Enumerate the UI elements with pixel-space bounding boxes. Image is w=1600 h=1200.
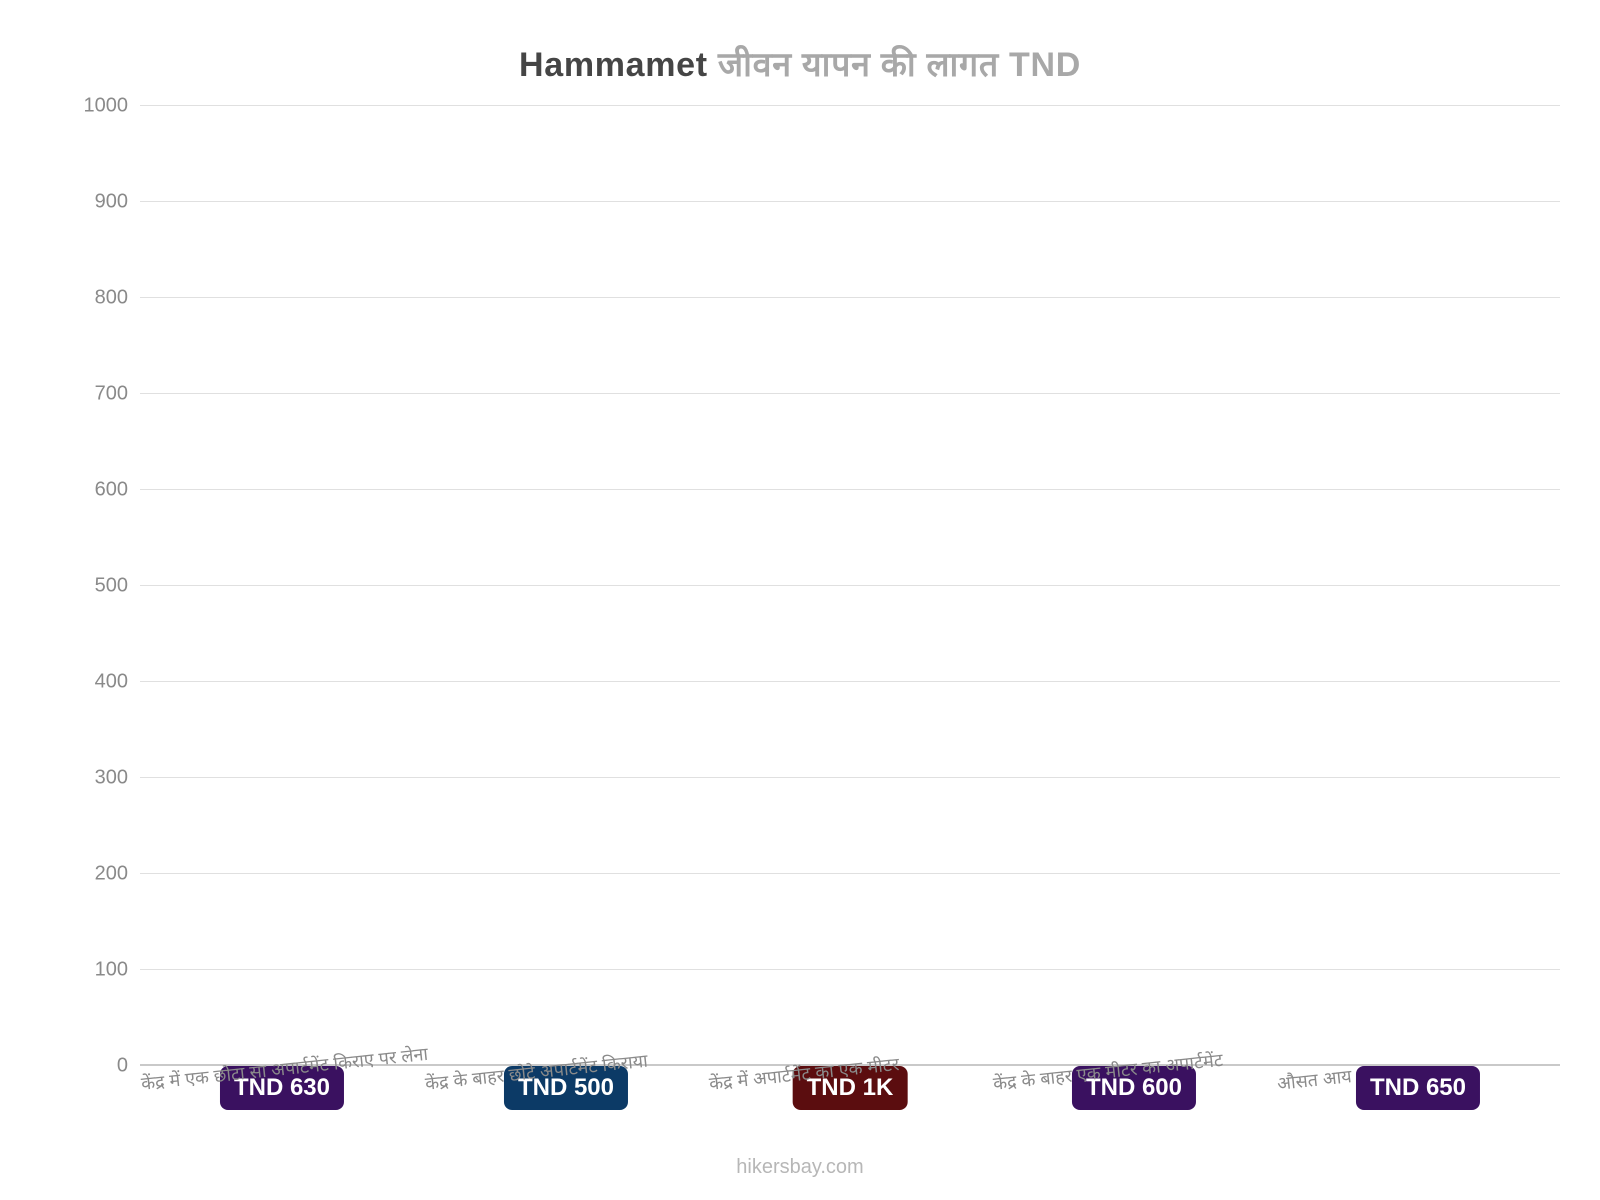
x-axis-labels: केंद्र में एक छोटा सा अपार्टमेंट किराए प… <box>140 1066 1560 1146</box>
x-axis-category-label: औसत आय <box>1276 1064 1353 1096</box>
grid-line <box>140 777 1560 778</box>
x-label-slot: केंद्र में अपार्टमेंट का एक मीटर <box>708 1066 992 1146</box>
y-axis-tick: 900 <box>95 191 128 214</box>
grid-line <box>140 393 1560 394</box>
y-axis-tick: 1000 <box>84 95 129 118</box>
y-axis-tick: 100 <box>95 959 128 982</box>
grid-line <box>140 585 1560 586</box>
y-axis-tick: 700 <box>95 383 128 406</box>
plot-area-row: 01002003004005006007008009001000 TND 630… <box>40 106 1560 1066</box>
y-axis-tick: 400 <box>95 671 128 694</box>
x-label-slot: केंद्र में एक छोटा सा अपार्टमेंट किराए प… <box>140 1066 424 1146</box>
x-label-slot: केंद्र के बाहर छोटे अपार्टमेंट किराया <box>424 1066 708 1146</box>
grid-line <box>140 201 1560 202</box>
y-axis-tick: 300 <box>95 767 128 790</box>
grid-line <box>140 297 1560 298</box>
grid-line <box>140 969 1560 970</box>
grid-line <box>140 489 1560 490</box>
y-axis-tick: 500 <box>95 575 128 598</box>
x-label-slot: केंद्र के बाहर एक मीटर का अपार्टमेंट <box>992 1066 1276 1146</box>
x-label-slot: औसत आय <box>1276 1066 1560 1146</box>
y-axis-tick: 600 <box>95 479 128 502</box>
bars-container: TND 630TND 500TND 1KTND 600TND 650 <box>140 106 1560 1066</box>
chart-title-location: Hammamet <box>519 46 708 84</box>
y-axis-tick: 800 <box>95 287 128 310</box>
attribution: hikersbay.com <box>40 1156 1560 1179</box>
grid-line <box>140 681 1560 682</box>
y-axis: 01002003004005006007008009001000 <box>40 106 140 1066</box>
chart-title: Hammamet जीवन यापन की लागत TND <box>40 40 1560 86</box>
y-axis-tick: 200 <box>95 863 128 886</box>
plot-area: TND 630TND 500TND 1KTND 600TND 650 <box>140 106 1560 1066</box>
grid-line <box>140 873 1560 874</box>
chart-title-rest: जीवन यापन की लागत TND <box>718 46 1081 84</box>
grid-line <box>140 105 1560 106</box>
cost-of-living-chart: Hammamet जीवन यापन की लागत TND 0 100 200 30… <box>0 0 1600 1200</box>
y-axis-tick: 0 <box>117 1055 128 1078</box>
